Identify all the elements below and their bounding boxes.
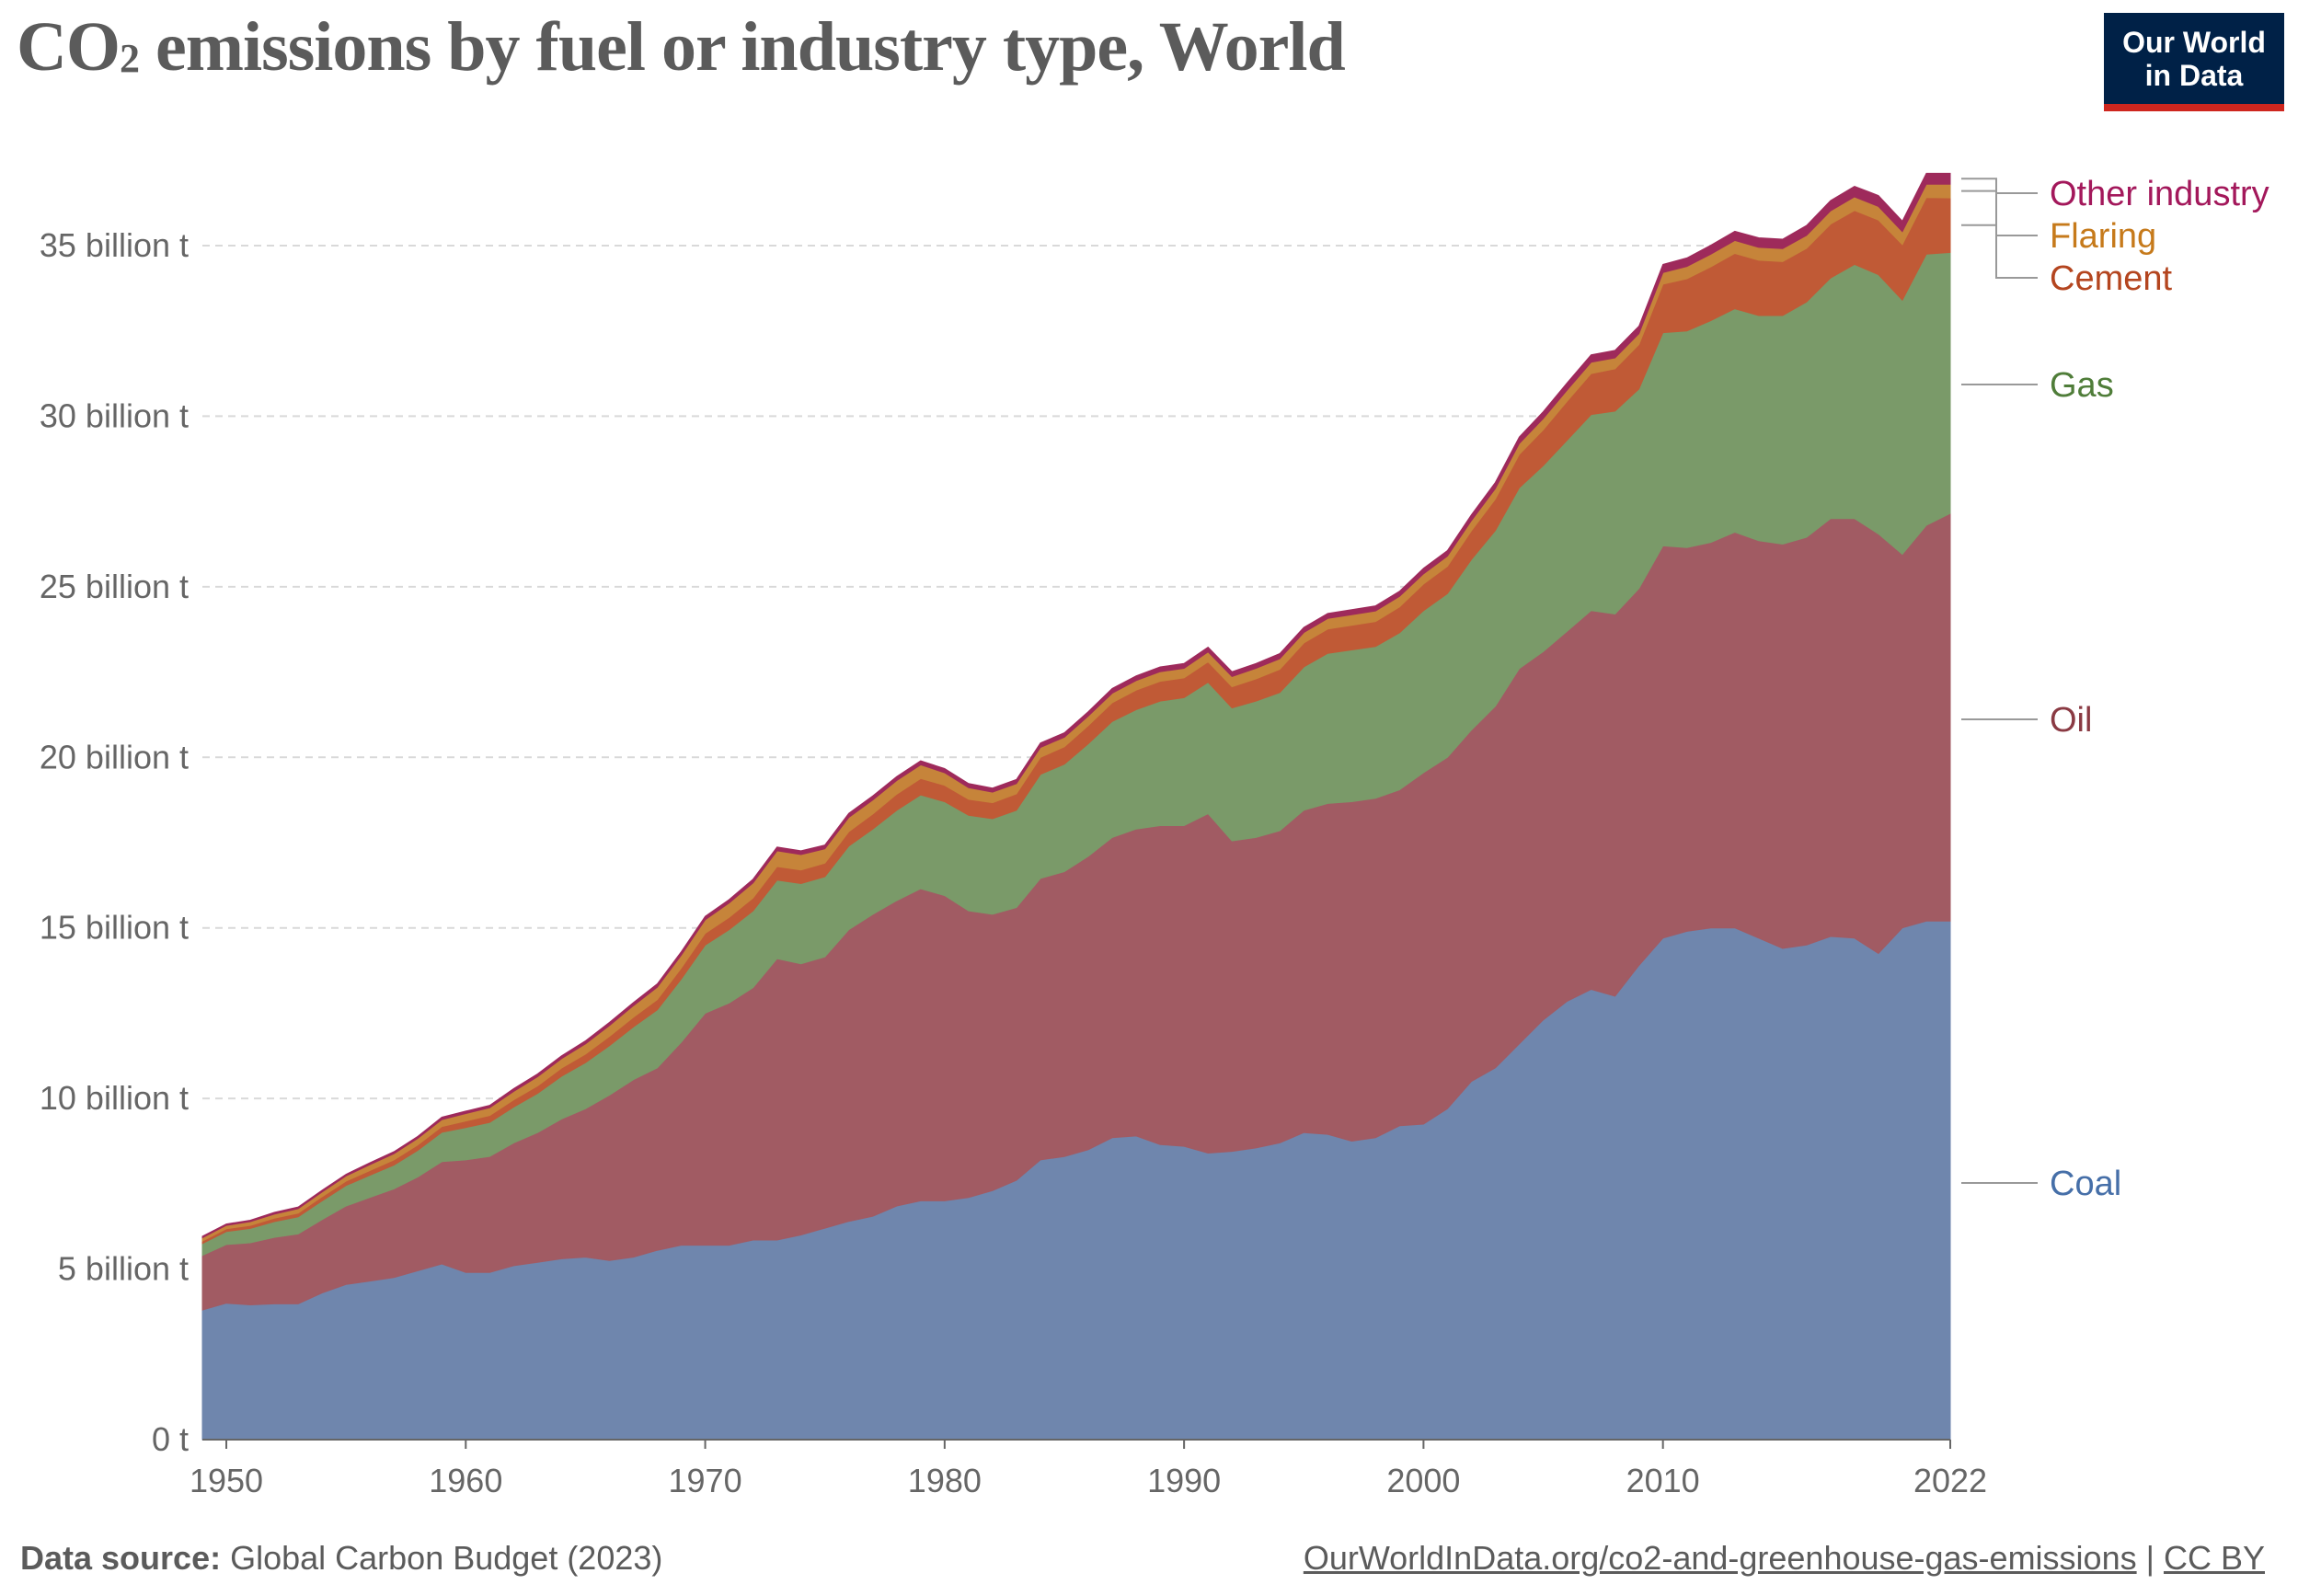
label-oil: Oil [2050, 701, 2092, 740]
title-subscript: 2 [120, 36, 140, 81]
stacked-area-chart: 0 t 5 billion t 10 billion t 15 billion t 20… [40, 172, 2269, 1499]
connector-flaring [1961, 189, 2038, 236]
y-tick-label: 35 billion t [40, 226, 189, 264]
label-other-industry: Other industry [2050, 175, 2269, 213]
x-axis: 1950 1960 1970 1980 1990 2000 2010 2022 [190, 1439, 1987, 1499]
chart-title: CO2 emissions by fuel or industry type, … [17, 7, 1346, 87]
x-tick-label: 1980 [908, 1462, 982, 1499]
y-tick-label: 0 t [152, 1420, 189, 1458]
y-tick-label: 5 billion t [58, 1250, 189, 1288]
title-rest: emissions by fuel or industry type, Worl… [139, 8, 1346, 86]
label-coal: Coal [2050, 1165, 2121, 1203]
label-gas: Gas [2050, 366, 2114, 405]
source-url-link[interactable]: OurWorldInData.org/co2-and-greenhouse-ga… [1303, 1539, 2137, 1577]
x-tick-label: 1960 [429, 1462, 502, 1499]
data-source-label: Data source: [20, 1539, 222, 1577]
area-series [201, 172, 1951, 1441]
data-source-text: Global Carbon Budget (2023) [221, 1539, 663, 1577]
y-axis-tick-labels: 0 t 5 billion t 10 billion t 15 billion t 20… [40, 226, 189, 1458]
y-tick-label: 10 billion t [40, 1079, 189, 1117]
label-cement: Cement [2050, 259, 2172, 298]
label-flaring: Flaring [2050, 217, 2156, 256]
owid-logo[interactable]: Our World in Data [2104, 13, 2284, 111]
y-tick-label: 20 billion t [40, 738, 189, 775]
x-tick-label: 2010 [1626, 1462, 1700, 1499]
data-source: Data source: Global Carbon Budget (2023) [20, 1539, 662, 1578]
x-tick-label: 2000 [1386, 1462, 1460, 1499]
area-other-industry [201, 172, 1951, 1239]
x-tick-label: 1950 [190, 1462, 263, 1499]
footer-separator: | [2136, 1539, 2164, 1577]
connector-other-industry [1961, 178, 2038, 194]
x-tick-label: 1970 [669, 1462, 742, 1499]
license-link[interactable]: CC BY [2163, 1539, 2265, 1577]
y-tick-label: 25 billion t [40, 568, 189, 605]
title-main: CO [17, 8, 121, 86]
connector-cement [1961, 224, 2038, 279]
x-tick-label: 2022 [1913, 1462, 1987, 1499]
x-tick-label: 1990 [1147, 1462, 1221, 1499]
y-tick-label: 30 billion t [40, 396, 189, 434]
logo-line1: Our World [2122, 26, 2266, 59]
logo-line2: in Data [2144, 59, 2244, 92]
footer-links: OurWorldInData.org/co2-and-greenhouse-ga… [1304, 1539, 2265, 1578]
y-tick-label: 15 billion t [40, 909, 189, 947]
